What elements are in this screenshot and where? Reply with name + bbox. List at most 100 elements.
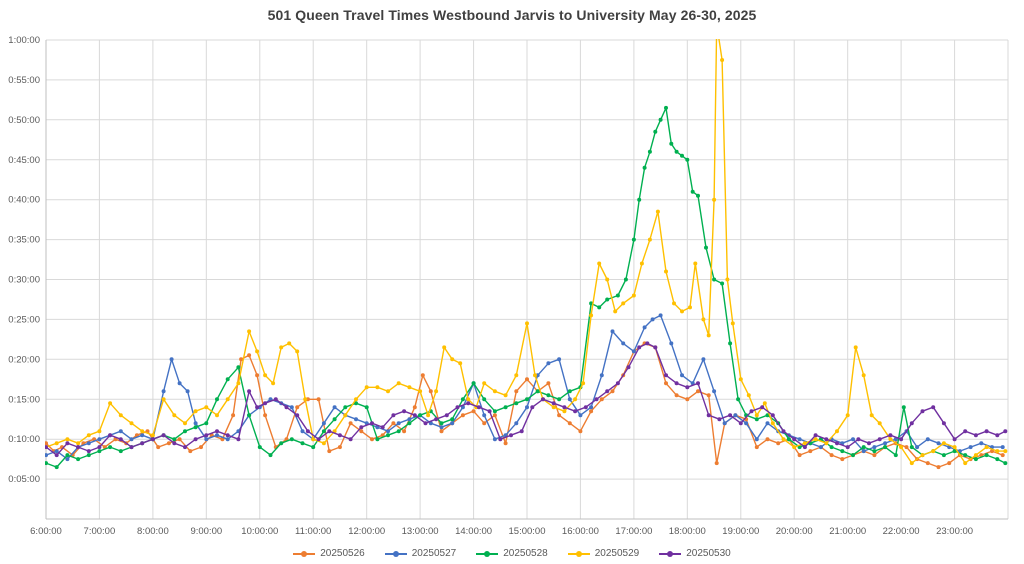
series-marker-20250530 (931, 405, 936, 410)
series-marker-20250529 (418, 389, 423, 394)
series-marker-20250529 (263, 373, 268, 378)
series-marker-20250527 (599, 373, 604, 378)
series-marker-20250528 (183, 429, 187, 434)
series-marker-20250528 (76, 457, 81, 462)
series-marker-20250527 (450, 421, 455, 426)
series-marker-20250527 (300, 429, 305, 434)
series-marker-20250529 (442, 345, 447, 350)
series-marker-20250530 (391, 413, 396, 418)
series-marker-20250528 (567, 389, 572, 394)
legend-swatch-20250530 (659, 549, 682, 558)
series-marker-20250529 (725, 277, 730, 282)
series-marker-20250528 (647, 149, 652, 154)
series-marker-20250530 (573, 409, 578, 414)
series-marker-20250527 (225, 437, 230, 442)
series-marker-20250528 (257, 445, 262, 450)
series-marker-20250528 (279, 441, 284, 446)
series-marker-20250527 (289, 405, 294, 410)
series-marker-20250527 (915, 445, 920, 450)
series-marker-20250530 (963, 429, 968, 434)
series-marker-20250529 (225, 397, 230, 402)
series-marker-20250529 (613, 309, 618, 314)
series-marker-20250529 (701, 317, 706, 322)
series-marker-20250529 (688, 305, 692, 310)
series-marker-20250530 (760, 405, 765, 410)
series-marker-20250526 (503, 441, 508, 446)
series-marker-20250528 (840, 449, 845, 454)
series-marker-20250528 (97, 449, 102, 454)
series-marker-20250530 (380, 425, 385, 430)
series-marker-20250527 (332, 405, 337, 410)
series-marker-20250529 (140, 429, 145, 434)
series-marker-20250527 (492, 437, 497, 442)
series-marker-20250530 (728, 413, 733, 418)
series-marker-20250527 (482, 413, 487, 418)
series-marker-20250527 (193, 421, 198, 426)
series-marker-20250526 (685, 397, 690, 402)
series-marker-20250529 (680, 309, 684, 314)
series-marker-20250526 (599, 397, 604, 402)
series-marker-20250530 (150, 437, 155, 442)
series-marker-20250527 (204, 437, 209, 442)
series-marker-20250530 (140, 441, 145, 446)
series-marker-20250528 (460, 397, 465, 402)
series-marker-20250529 (738, 377, 743, 382)
series-marker-20250529 (426, 413, 431, 418)
y-tick-label: 0:55:00 (8, 75, 40, 86)
series-marker-20250529 (720, 58, 725, 62)
series-marker-20250530 (215, 429, 219, 434)
series-marker-20250530 (845, 445, 850, 450)
series-marker-20250526 (231, 413, 236, 418)
series-marker-20250526 (239, 357, 244, 362)
series-marker-20250528 (225, 377, 230, 382)
series-marker-20250529 (693, 261, 698, 266)
series-marker-20250527 (765, 421, 770, 426)
series-marker-20250530 (455, 405, 460, 410)
series-marker-20250526 (337, 445, 342, 450)
series-marker-20250526 (255, 373, 260, 378)
series-marker-20250527 (701, 357, 706, 362)
series-marker-20250529 (364, 385, 369, 390)
series-20250530 (45, 341, 1008, 458)
series-marker-20250527 (797, 437, 802, 442)
series-marker-20250530 (466, 401, 471, 406)
series-marker-20250528 (204, 421, 209, 426)
series-marker-20250528 (829, 445, 834, 450)
series-marker-20250528 (65, 453, 70, 458)
series-marker-20250530 (802, 445, 807, 450)
series-marker-20250527 (169, 357, 174, 362)
series-marker-20250529 (236, 381, 241, 386)
series-marker-20250528 (680, 153, 684, 158)
series-marker-20250528 (354, 401, 358, 406)
series-marker-20250527 (650, 317, 655, 322)
y-tick-label: 0:40:00 (8, 195, 40, 206)
series-marker-20250529 (712, 197, 717, 202)
series-marker-20250528 (995, 457, 1000, 462)
series-marker-20250528 (901, 405, 906, 410)
x-tick-label: 13:00:00 (402, 526, 439, 537)
series-marker-20250529 (287, 341, 292, 346)
series-marker-20250528 (492, 409, 497, 414)
series-marker-20250529 (76, 441, 81, 446)
series-marker-20250530 (76, 445, 81, 450)
series-marker-20250528 (728, 341, 733, 346)
series-marker-20250527 (567, 397, 572, 402)
series-marker-20250529 (597, 261, 602, 266)
series-marker-20250530 (781, 429, 786, 434)
series-marker-20250528 (108, 445, 113, 450)
series-marker-20250526 (765, 437, 770, 442)
series-marker-20250529 (835, 429, 839, 434)
legend-swatch-20250526 (293, 549, 316, 558)
series-marker-20250530 (706, 413, 711, 418)
series-marker-20250529 (86, 433, 91, 438)
series-marker-20250530 (284, 405, 289, 410)
series-marker-20250530 (172, 441, 177, 446)
series-marker-20250529 (503, 393, 508, 398)
series-marker-20250527 (54, 449, 59, 454)
series-marker-20250530 (263, 401, 268, 406)
series-marker-20250527 (525, 405, 529, 410)
x-tick-label: 14:00:00 (455, 526, 492, 537)
series-marker-20250530 (247, 389, 252, 394)
series-marker-20250528 (597, 305, 602, 310)
series-marker-20250527 (578, 413, 583, 418)
